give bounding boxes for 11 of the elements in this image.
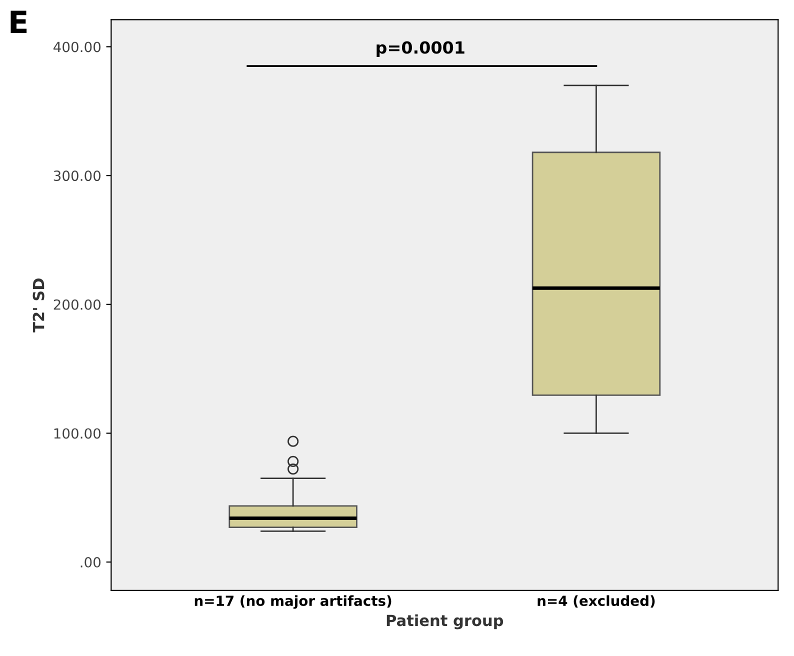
x-axis-title: Patient group <box>386 614 504 630</box>
y-tick-label: 100.00 <box>54 428 101 439</box>
chart-title: E <box>10 10 27 34</box>
y-tick-label: 300.00 <box>54 170 101 182</box>
x-tick-label: n=17 (no major artifacts) <box>194 595 392 609</box>
annotation: p=0.0001 <box>376 41 464 58</box>
y-tick-label: .00 <box>80 557 101 568</box>
y-tick-label: 400.00 <box>54 42 101 52</box>
y-axis-title: T2' SD <box>32 278 44 332</box>
y-tick-label: 200.00 <box>54 299 101 310</box>
x-tick-label: n=4 (excluded) <box>538 595 655 608</box>
